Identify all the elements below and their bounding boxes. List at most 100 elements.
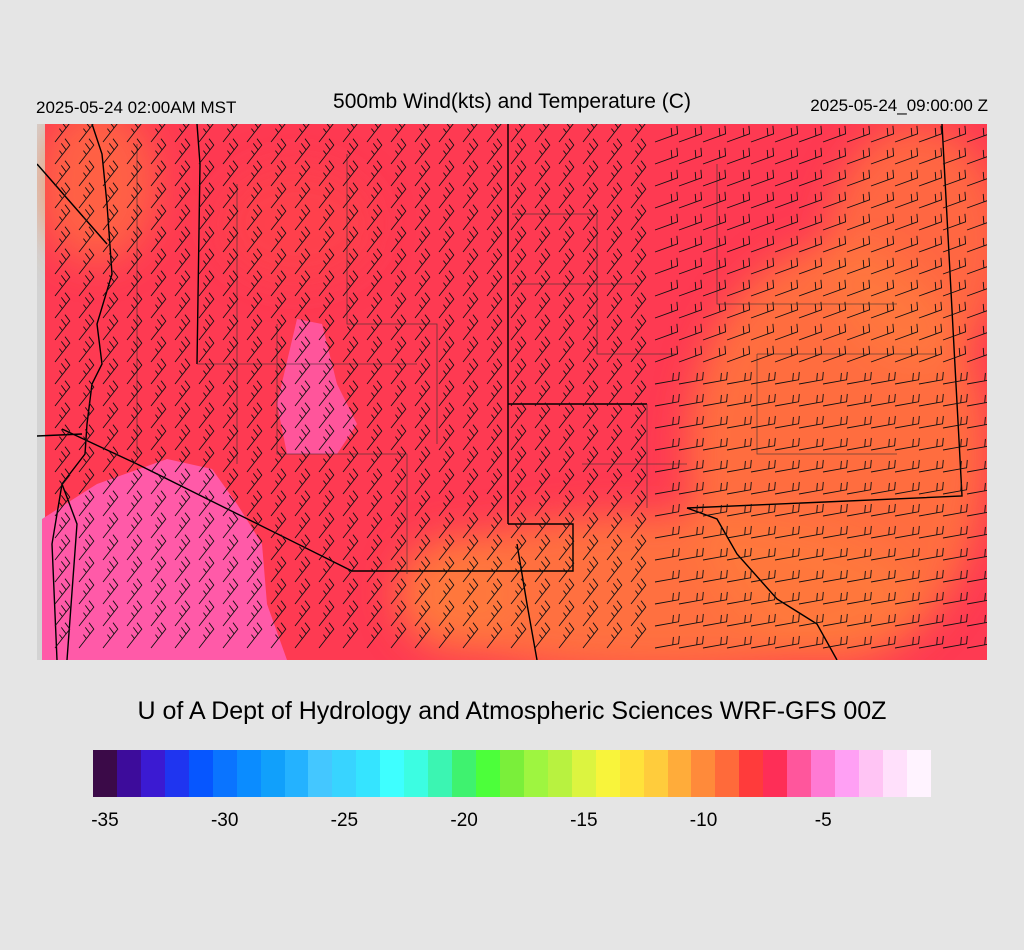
colorbar-cell	[763, 750, 788, 797]
wind-barb	[366, 358, 383, 385]
colorbar-cell	[476, 750, 500, 797]
wind-barb	[750, 147, 775, 165]
wind-barb	[54, 446, 71, 473]
wind-barb	[606, 226, 623, 253]
wind-barb	[294, 600, 311, 627]
wind-barb	[414, 446, 431, 473]
wind-barb	[486, 124, 502, 143]
wind-barb	[246, 292, 263, 319]
wind-barb	[870, 345, 895, 363]
wind-barb	[750, 301, 775, 319]
wind-barb	[390, 424, 407, 451]
wind-barb	[678, 459, 704, 473]
wind-barb	[78, 600, 95, 627]
wind-barb	[438, 490, 455, 517]
wind-barb	[342, 468, 359, 495]
wind-barb	[510, 380, 527, 407]
wind-barb	[126, 534, 143, 561]
wind-barb	[678, 591, 704, 605]
colorbar-cell	[643, 750, 668, 797]
wind-barb	[846, 613, 872, 627]
wind-barb	[510, 248, 527, 275]
wind-barb	[318, 578, 335, 605]
wind-barb	[414, 512, 431, 539]
wind-barb	[774, 301, 799, 319]
wind-barb	[822, 147, 847, 165]
wind-barb	[630, 226, 647, 253]
wind-barb	[678, 147, 703, 165]
wind-barb	[438, 138, 455, 165]
wind-barb	[150, 336, 167, 363]
wind-barb	[438, 534, 455, 561]
wind-barb	[870, 323, 895, 341]
wind-barb	[246, 468, 263, 495]
colorbar-cell	[164, 750, 189, 797]
wind-barb	[342, 424, 359, 451]
wind-barb	[78, 490, 95, 517]
wind-barb	[870, 525, 896, 539]
wind-barb	[870, 459, 896, 473]
wind-barb	[702, 323, 727, 341]
wind-barb	[54, 124, 70, 143]
colorbar-cell	[811, 750, 836, 797]
wind-barb	[342, 622, 359, 649]
wind-barb	[822, 635, 848, 649]
wind-barb	[246, 534, 263, 561]
wind-barb	[294, 248, 311, 275]
wind-barb	[246, 622, 263, 649]
wind-barb	[150, 124, 166, 143]
warm-region-sw	[42, 459, 287, 660]
wind-barb	[102, 124, 118, 143]
wind-barb	[846, 125, 871, 143]
wind-barb	[942, 459, 968, 473]
wind-barb	[54, 182, 71, 209]
wind-barb	[486, 160, 503, 187]
wind-barb	[846, 301, 871, 319]
wind-barb	[294, 534, 311, 561]
wind-barb	[342, 248, 359, 275]
wind-barb	[654, 301, 679, 319]
wind-barb	[558, 402, 575, 429]
wind-barb	[342, 556, 359, 583]
colorbar-cell	[452, 750, 476, 797]
wind-barb	[318, 160, 335, 187]
wind-barb	[750, 235, 775, 253]
wind-barb	[510, 336, 527, 363]
colorbar-cell	[859, 750, 883, 797]
wind-barb	[534, 380, 551, 407]
wind-barb	[726, 547, 752, 561]
wind-barb	[630, 336, 647, 363]
wind-barb	[966, 149, 987, 165]
colorbar-tick-label: -5	[814, 810, 832, 831]
wind-barb	[438, 402, 455, 429]
wind-barb	[726, 503, 752, 517]
wind-barb	[894, 591, 920, 605]
wind-barb	[966, 438, 987, 451]
colorbar-cell	[547, 750, 572, 797]
wind-barb	[390, 138, 407, 165]
wind-barb	[414, 182, 431, 209]
wind-barb	[246, 138, 263, 165]
wind-barb	[54, 270, 71, 297]
wind-barb	[966, 570, 987, 583]
wind-barb	[822, 169, 847, 187]
wind-barb	[726, 393, 752, 407]
colorbar-cell	[595, 750, 620, 797]
colorbar-cell	[428, 750, 453, 797]
wind-barb	[918, 301, 943, 319]
wind-barb	[102, 622, 119, 649]
wind-barb	[534, 314, 551, 341]
wind-barb	[270, 578, 287, 605]
wind-barb	[918, 213, 943, 231]
wind-barb	[126, 160, 143, 187]
wind-barb	[582, 446, 599, 473]
wind-barb	[774, 481, 800, 495]
wind-barb	[390, 600, 407, 627]
wind-barb	[366, 336, 383, 363]
wind-barb	[102, 270, 119, 297]
wind-barb	[150, 138, 167, 165]
wind-barb	[150, 424, 167, 451]
wind-barb	[174, 622, 191, 649]
wind-barb	[174, 490, 191, 517]
wind-barb	[318, 358, 335, 385]
